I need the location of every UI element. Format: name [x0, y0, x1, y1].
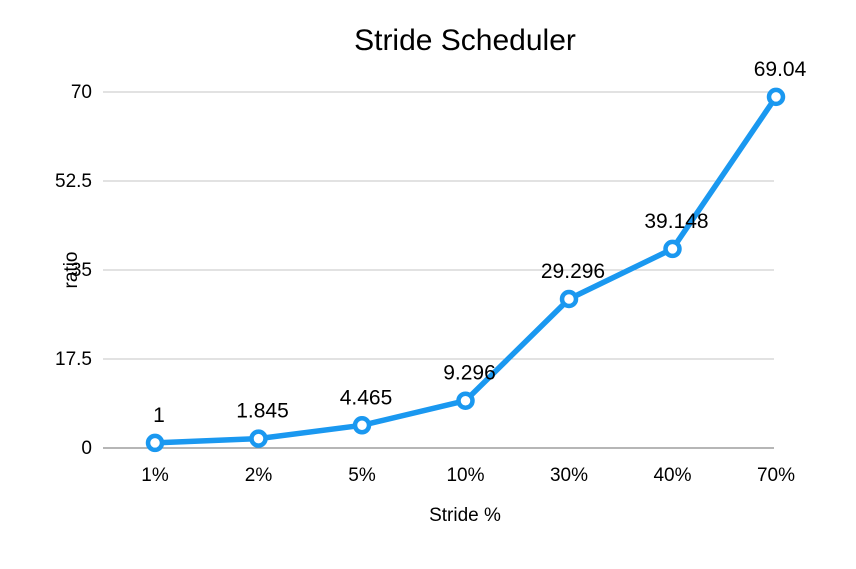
y-tick-label: 0: [81, 438, 92, 459]
x-tick-label: 40%: [653, 465, 691, 486]
data-point: [663, 239, 682, 259]
grid-lines: [103, 91, 774, 449]
x-tick-label: 10%: [446, 465, 484, 486]
data-point: [766, 87, 786, 107]
data-label: 69.04: [754, 58, 807, 81]
data-label: 4.465: [340, 386, 393, 409]
y-tick-label: 70: [71, 82, 92, 103]
data-point: [456, 391, 475, 410]
data-label: 1.845: [236, 400, 289, 423]
x-tick-label: 5%: [348, 465, 376, 486]
data-point: [559, 289, 579, 309]
data-label: 39.148: [644, 210, 708, 233]
y-tick-label: 52.5: [55, 171, 92, 192]
y-axis-ticks: 0 17.5 35 52.5 70: [55, 82, 92, 459]
data-points: [145, 87, 786, 453]
x-tick-label: 70%: [757, 465, 795, 486]
chart-title: Stride Scheduler: [354, 24, 576, 57]
x-tick-label: 30%: [550, 465, 588, 486]
x-tick-label: 1%: [141, 465, 169, 486]
data-label: 9.296: [443, 362, 496, 385]
data-point: [352, 416, 372, 435]
data-labels: 1 1.845 4.465 9.296 29.296 39.148 69.04: [153, 58, 806, 427]
x-axis-ticks: 1% 2% 5% 10% 30% 40% 70%: [141, 465, 795, 486]
data-label: 29.296: [541, 260, 605, 283]
y-axis-label: ratio: [61, 252, 82, 289]
data-point: [145, 433, 165, 453]
data-label: 1: [153, 404, 165, 427]
x-axis-label: Stride %: [429, 505, 501, 526]
data-point: [249, 429, 268, 448]
x-tick-label: 2%: [245, 465, 273, 486]
y-tick-label: 35: [71, 260, 92, 281]
y-tick-label: 17.5: [55, 349, 92, 370]
